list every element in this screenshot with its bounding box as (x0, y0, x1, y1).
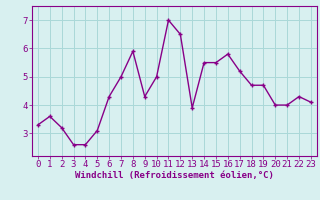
X-axis label: Windchill (Refroidissement éolien,°C): Windchill (Refroidissement éolien,°C) (75, 171, 274, 180)
